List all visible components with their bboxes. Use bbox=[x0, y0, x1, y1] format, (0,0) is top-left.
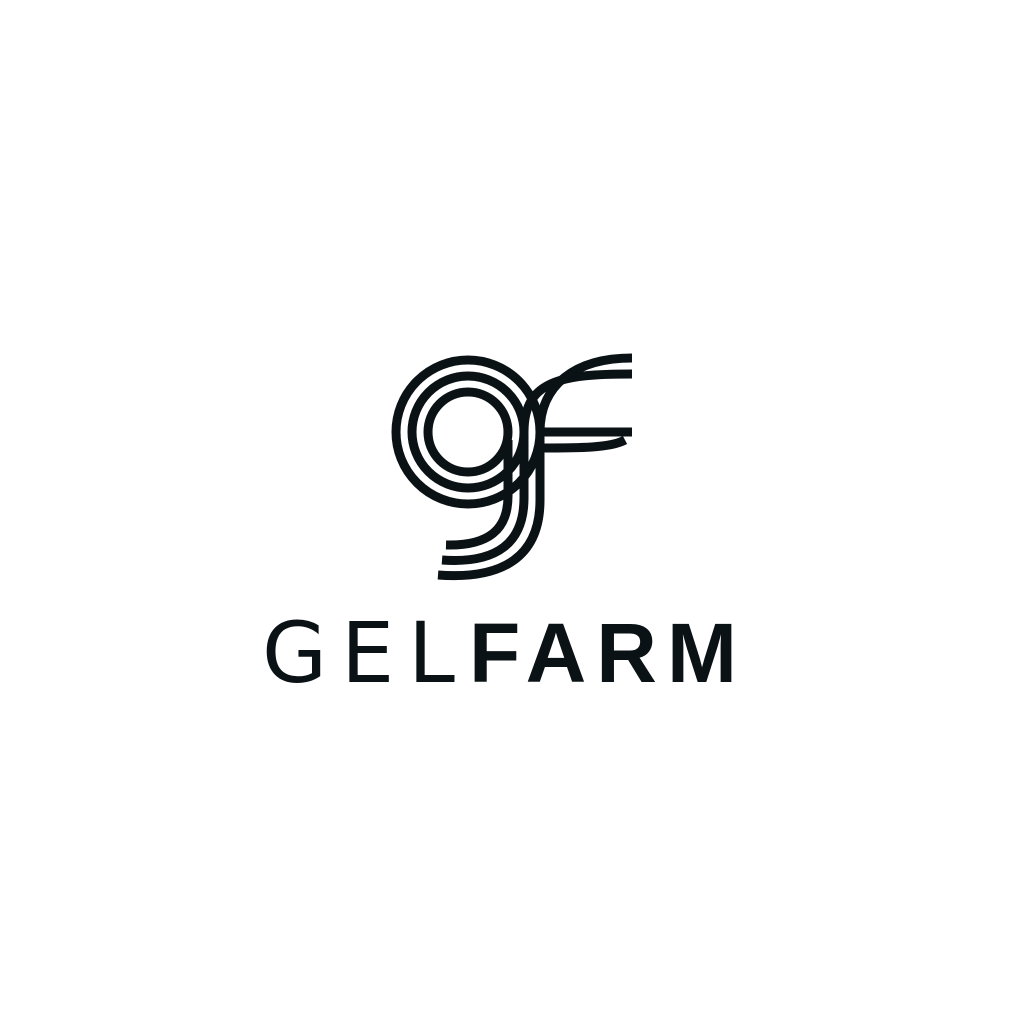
brand-wordmark: GELFARM bbox=[262, 608, 782, 698]
wordmark-light-part: GEL bbox=[262, 604, 469, 702]
gf-monogram-icon bbox=[391, 353, 633, 581]
wordmark-bold-part: FARM bbox=[468, 606, 747, 700]
